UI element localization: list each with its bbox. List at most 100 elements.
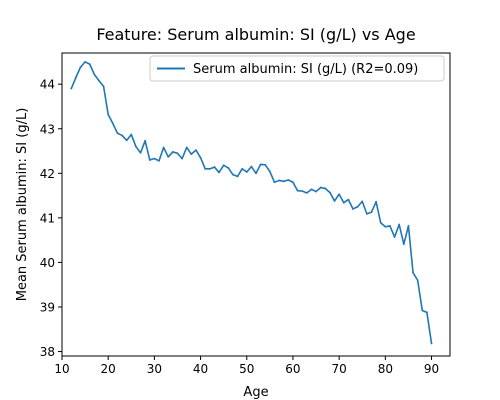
data-point [75, 77, 77, 79]
x-axis-label: Age [243, 385, 268, 400]
data-point [324, 188, 326, 190]
legend: Serum albumin: SI (g/L) (R2=0.09) [150, 56, 444, 81]
data-point [209, 168, 211, 170]
data-point [292, 181, 294, 183]
data-point [218, 172, 220, 174]
data-point [214, 166, 216, 168]
data-point [107, 114, 109, 116]
data-point [389, 225, 391, 227]
data-point [241, 168, 243, 170]
data-point [232, 174, 234, 176]
data-point [371, 211, 373, 213]
data-point [334, 200, 336, 202]
y-tick-label: 44 [40, 78, 55, 92]
data-point [93, 73, 95, 75]
data-point [227, 167, 229, 169]
data-point [167, 156, 169, 158]
data-point [181, 158, 183, 160]
data-point [366, 213, 368, 215]
y-tick-label: 41 [40, 211, 55, 225]
data-point [70, 88, 72, 90]
data-point [195, 149, 197, 151]
data-point [431, 343, 433, 345]
data-point [347, 199, 349, 201]
x-tick-label: 80 [378, 362, 393, 376]
data-point [421, 310, 423, 312]
data-point [80, 66, 82, 68]
y-tick-label: 39 [40, 300, 55, 314]
data-point [375, 201, 377, 203]
data-point [398, 224, 400, 226]
x-tick-label: 70 [332, 362, 347, 376]
data-point [126, 139, 128, 141]
data-point [177, 152, 179, 154]
data-point [163, 147, 165, 149]
data-point [329, 192, 331, 194]
data-point [274, 181, 276, 183]
data-point [144, 140, 146, 142]
data-point [103, 86, 105, 88]
y-tick-label: 42 [40, 167, 55, 181]
data-point [112, 123, 114, 125]
x-tick-label: 90 [424, 362, 439, 376]
data-point [320, 187, 322, 189]
y-tick-label: 38 [40, 345, 55, 359]
data-point [343, 202, 345, 204]
data-point [361, 200, 363, 202]
data-point [98, 80, 100, 82]
data-point [287, 179, 289, 181]
y-tick-label: 43 [40, 122, 55, 136]
data-point [301, 190, 303, 192]
data-point [315, 191, 317, 193]
data-point [250, 166, 252, 168]
x-tick-label: 40 [193, 362, 208, 376]
data-point [153, 158, 155, 160]
data-point [269, 171, 271, 173]
data-point [190, 153, 192, 155]
data-point [384, 226, 386, 228]
data-point [130, 134, 132, 136]
data-point [135, 146, 137, 148]
data-point [149, 159, 151, 161]
data-point [117, 132, 119, 134]
y-axis-label: Mean Serum albumin: SI (g/L) [15, 108, 30, 302]
data-point [417, 279, 419, 281]
legend-entry-label: Serum albumin: SI (g/L) (R2=0.09) [193, 62, 418, 77]
data-point [412, 272, 414, 274]
data-point [394, 236, 396, 238]
data-point [84, 61, 86, 63]
x-tick-label: 10 [54, 362, 69, 376]
data-point [140, 152, 142, 154]
y-tick-label: 40 [40, 256, 55, 270]
data-point [306, 192, 308, 194]
data-point [283, 180, 285, 182]
data-point [408, 225, 410, 227]
data-point [158, 160, 160, 162]
data-point [121, 135, 123, 137]
chart-title: Feature: Serum albumin: SI (g/L) vs Age [96, 25, 415, 44]
data-point [380, 222, 382, 224]
data-point [223, 164, 225, 166]
data-point [200, 157, 202, 159]
data-point [357, 206, 359, 208]
x-tick-label: 50 [239, 362, 254, 376]
data-point [255, 172, 257, 174]
data-point [260, 163, 262, 165]
x-tick-label: 30 [147, 362, 162, 376]
data-point [237, 176, 239, 178]
data-point [311, 188, 313, 190]
data-point [297, 190, 299, 192]
data-point [89, 63, 91, 65]
data-point [403, 243, 405, 245]
data-point [246, 171, 248, 173]
data-point [264, 164, 266, 166]
x-tick-label: 20 [101, 362, 116, 376]
data-point [426, 311, 428, 313]
data-point [352, 208, 354, 210]
data-point [338, 193, 340, 195]
x-tick-label: 60 [285, 362, 300, 376]
data-point [204, 168, 206, 170]
data-point [278, 180, 280, 182]
